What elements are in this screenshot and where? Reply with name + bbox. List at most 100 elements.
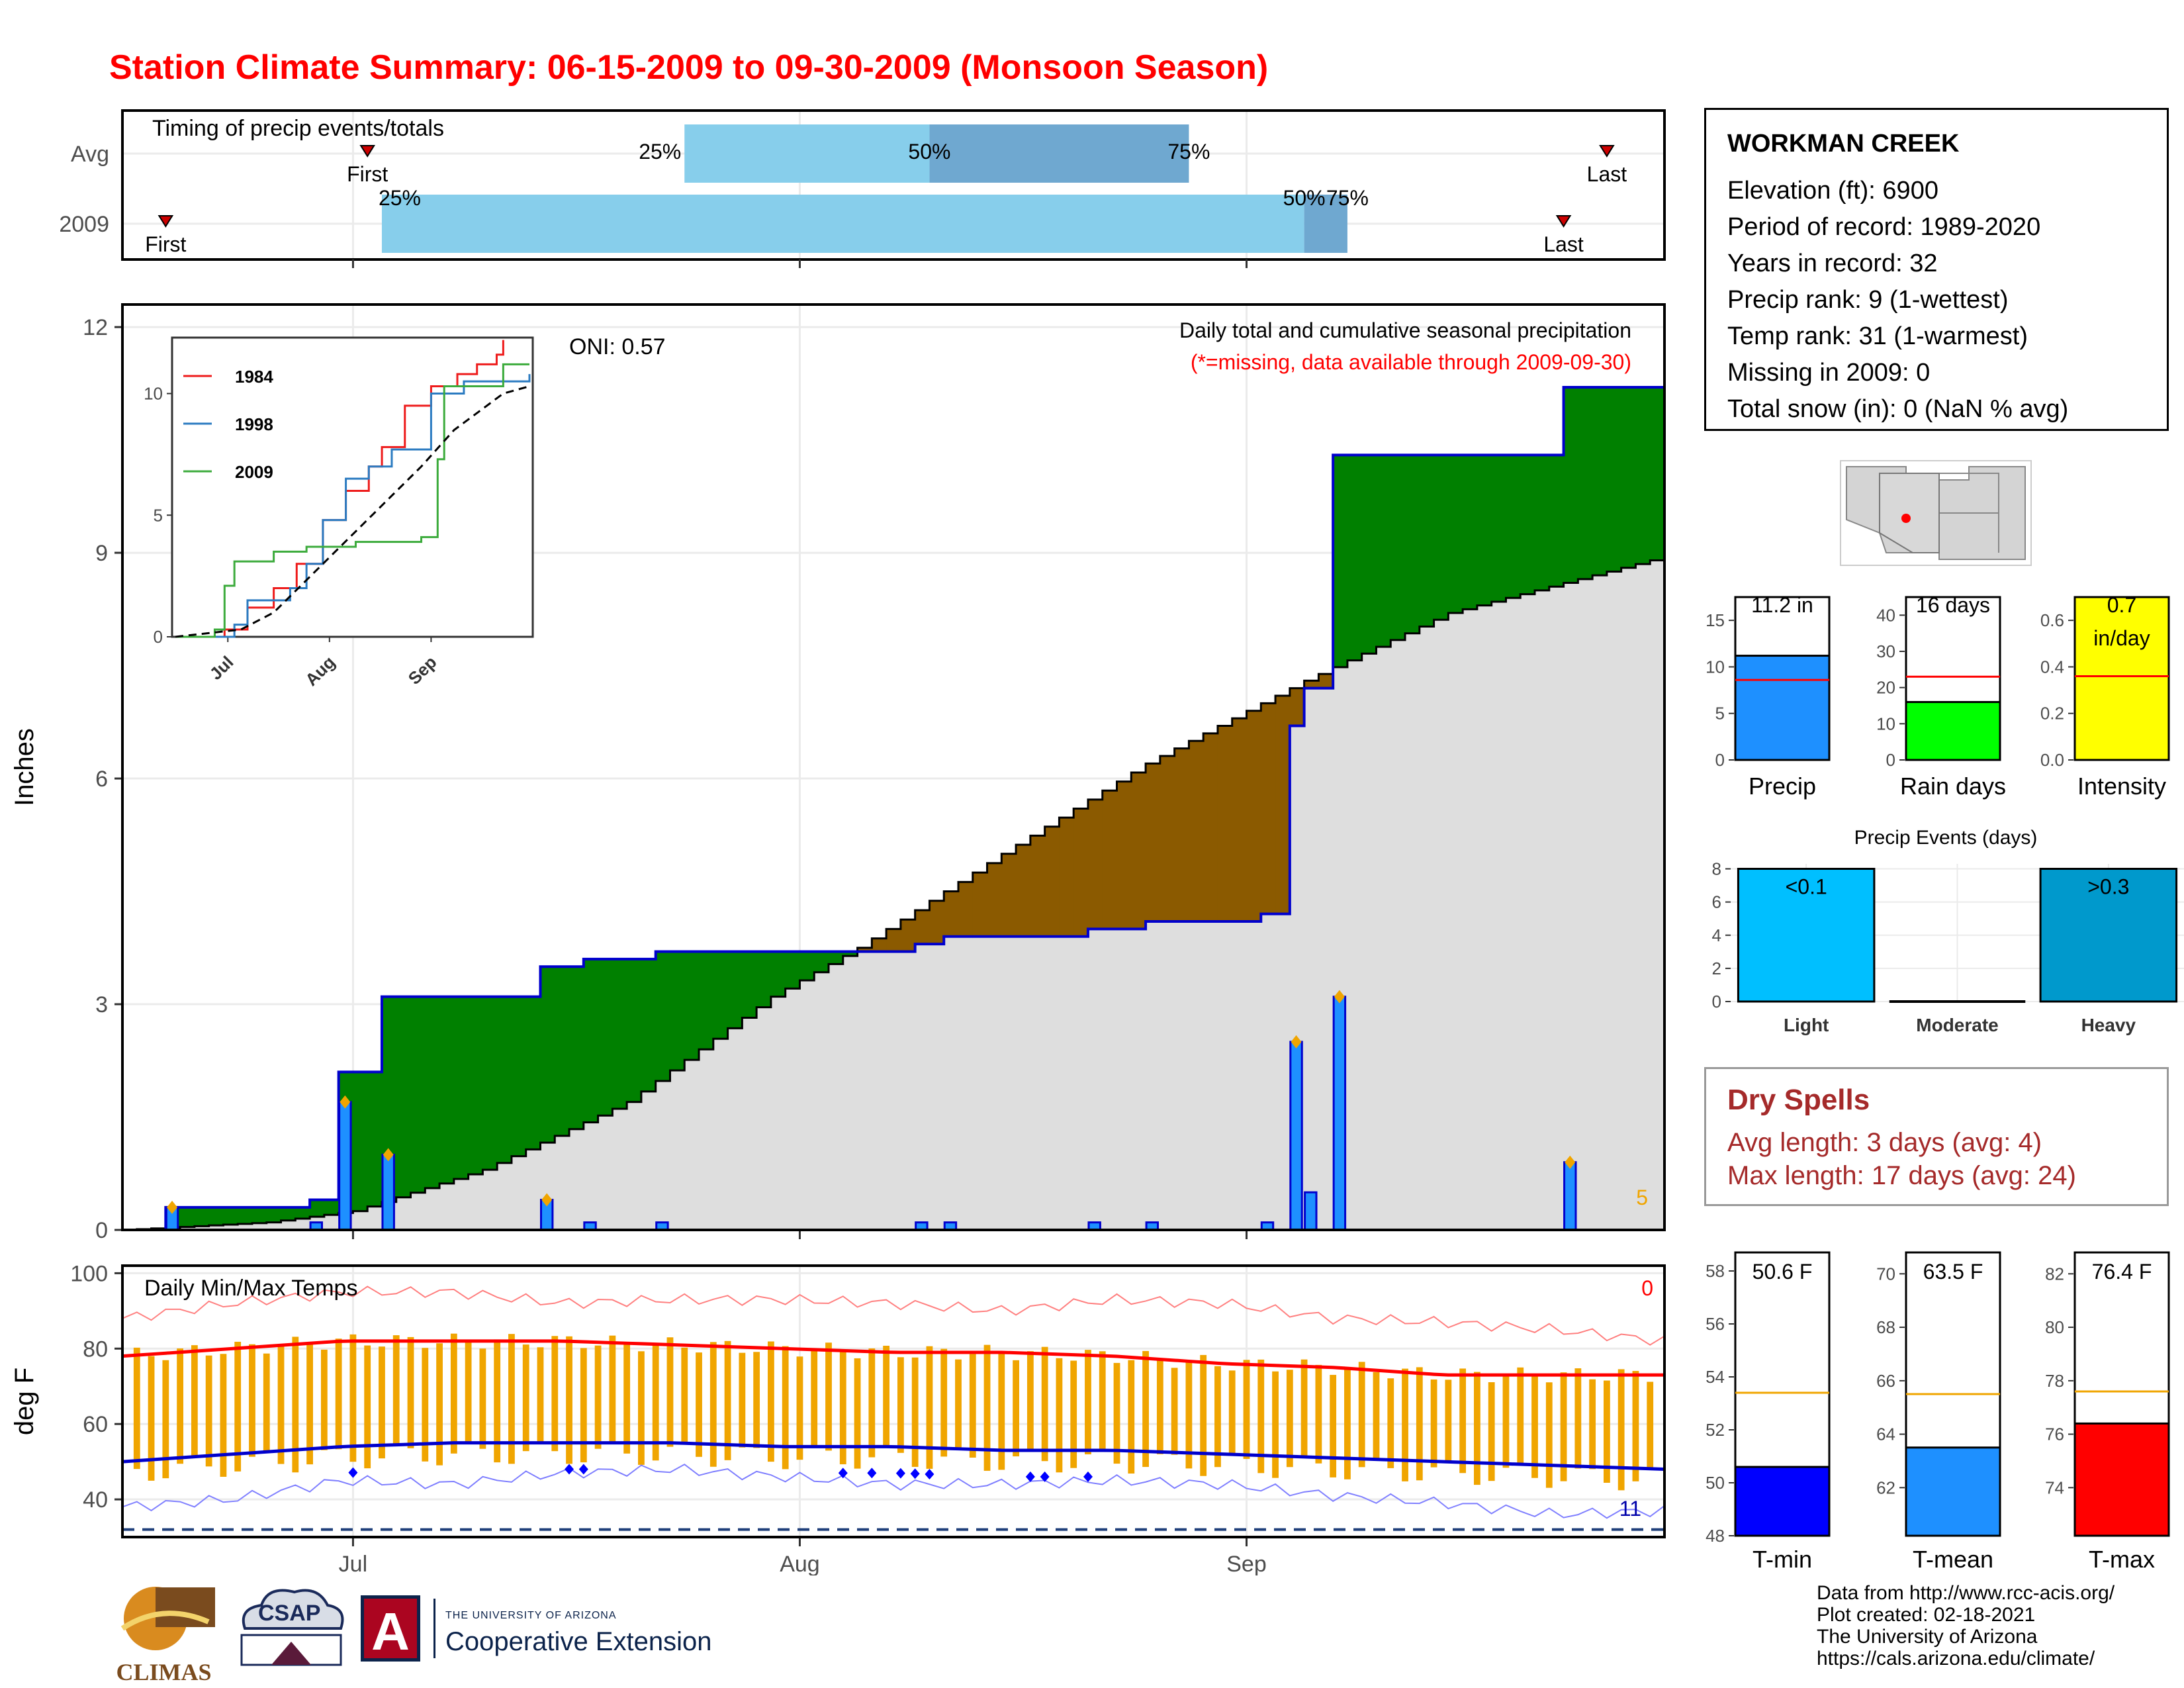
- events-bar: [1737, 868, 1876, 1003]
- ua-logo: A THE UNIVERSITY OF ARIZONA Cooperative …: [361, 1595, 758, 1668]
- average-area: [886, 951, 901, 1230]
- average-area: [1102, 929, 1118, 1230]
- mini-bar-value: [1905, 701, 2001, 761]
- precip-events-chart: Precip Events (days) 0 2 4 6 8 <0.1 Light Modera…: [1712, 827, 2184, 1035]
- mini-y-tick-label: 5: [1715, 704, 1725, 724]
- last-event-marker: [1599, 145, 1615, 158]
- temp-plot-frame: [121, 1264, 1666, 1538]
- daily-temp-bar: [825, 1342, 832, 1451]
- last-event-marker: [1555, 215, 1572, 228]
- timing-row-label: Avg: [71, 142, 109, 167]
- station-info-line: Years in record: 32: [1727, 250, 1938, 277]
- average-area: [1203, 921, 1218, 1230]
- above-average-area: [367, 1072, 383, 1207]
- average-area: [1535, 590, 1550, 1230]
- mini-bar-value-label: 16 days: [1916, 593, 1990, 617]
- average-area: [1477, 605, 1492, 1230]
- average-area: [1419, 626, 1435, 1230]
- daily-temp-bar: [652, 1343, 659, 1461]
- mini-bar-category-label: Intensity: [2077, 773, 2166, 800]
- below-average-area: [886, 929, 901, 952]
- footer-line: The University of Arizona: [1817, 1626, 2038, 1648]
- average-area: [1275, 914, 1291, 1230]
- daily-temp-bar: [696, 1352, 702, 1457]
- climas-logo: CLIMAS: [109, 1582, 218, 1685]
- above-average-area: [1606, 387, 1622, 572]
- daily-temp-bar: [1272, 1371, 1279, 1478]
- footer-credits: Data from http://www.rcc-acis.org/Plot c…: [1817, 1582, 2115, 1669]
- average-area: [770, 996, 786, 1230]
- heavy-day-marker: [383, 1148, 394, 1162]
- average-area: [785, 988, 801, 1230]
- events-y-tick-label: 2: [1712, 959, 1721, 978]
- above-average-area: [583, 959, 599, 1123]
- inset-average-line: [175, 385, 530, 638]
- below-average-area: [987, 863, 1002, 937]
- daily-temp-bar: [709, 1342, 717, 1467]
- average-area: [439, 1183, 455, 1230]
- average-area: [295, 1218, 310, 1230]
- daily-temp-bar: [897, 1357, 904, 1453]
- timing-bar-50-75: [929, 124, 1189, 183]
- average-area: [1232, 921, 1248, 1230]
- below-average-area: [872, 938, 887, 952]
- tbar-value: [1734, 1466, 1831, 1537]
- below-average-area: [1275, 696, 1291, 914]
- daily-temp-bar: [1574, 1368, 1582, 1469]
- average-area: [713, 1039, 729, 1230]
- above-average-area: [353, 1072, 368, 1211]
- average-area: [742, 1017, 757, 1230]
- average-area: [799, 980, 815, 1230]
- above-average-area: [670, 951, 685, 1071]
- average-area: [829, 964, 844, 1230]
- daily-temp-bar: [1128, 1360, 1135, 1474]
- above-average-area: [525, 996, 541, 1150]
- average-area: [511, 1156, 527, 1230]
- above-average-area: [266, 1207, 282, 1223]
- mini-y-tick-label: 0.4: [2040, 657, 2064, 677]
- avg-min-line: [122, 1441, 1665, 1471]
- observed-cumulative-line: [122, 386, 1664, 1231]
- daily-temp-bar: [1070, 1360, 1077, 1468]
- timing-bar-50-75: [1304, 195, 1347, 253]
- ua-name-big: Cooperative Extension: [445, 1627, 712, 1656]
- tbar-y-tick-label: 82: [2045, 1264, 2064, 1284]
- tbar-y-tick-label: 50: [1706, 1473, 1725, 1493]
- average-area: [1405, 633, 1420, 1230]
- daily-temp-bar: [508, 1334, 515, 1464]
- cold-day-marker: [348, 1467, 358, 1478]
- daily-temp-bar: [998, 1352, 1005, 1470]
- mini-y-tick-label: 10: [1706, 657, 1725, 677]
- daily-temp-bar: [782, 1346, 789, 1470]
- average-area: [353, 1211, 368, 1230]
- above-average-area: [310, 1199, 325, 1217]
- daily-temp-bar: [551, 1336, 559, 1452]
- daily-temp-bar: [796, 1356, 803, 1460]
- tbar-category-label: T-mean: [1913, 1546, 1993, 1573]
- timing-pct-label: 75%: [1326, 186, 1369, 210]
- daily-temp-bar: [220, 1354, 227, 1477]
- mini-bar-value-label: in/day: [2093, 626, 2150, 650]
- daily-temp-bar: [1171, 1368, 1178, 1455]
- timing-pct-label: 25%: [639, 140, 681, 164]
- daily-temp-bar: [681, 1347, 688, 1444]
- below-average-area: [944, 891, 959, 937]
- above-average-area: [1563, 387, 1578, 583]
- mini-bar-category-label: Rain days: [1900, 773, 2006, 800]
- ua-divider: [433, 1599, 435, 1658]
- daily-temp-bar: [839, 1352, 846, 1465]
- daily-temp-bar: [753, 1352, 760, 1448]
- daily-temp-bar: [133, 1347, 140, 1470]
- avg-max-line: [122, 1339, 1664, 1377]
- daily-precip-bar: [1563, 1161, 1577, 1231]
- daily-precip-bar: [1289, 1041, 1303, 1231]
- average-area: [1506, 598, 1521, 1230]
- daily-temp-bar: [1315, 1364, 1322, 1464]
- daily-temp-bar: [868, 1348, 876, 1458]
- above-average-area: [655, 951, 671, 1081]
- mini-y-tick-label: 0.6: [2040, 610, 2064, 630]
- tbar-y-tick-label: 66: [1876, 1371, 1895, 1391]
- daily-temp-bar: [1185, 1360, 1193, 1469]
